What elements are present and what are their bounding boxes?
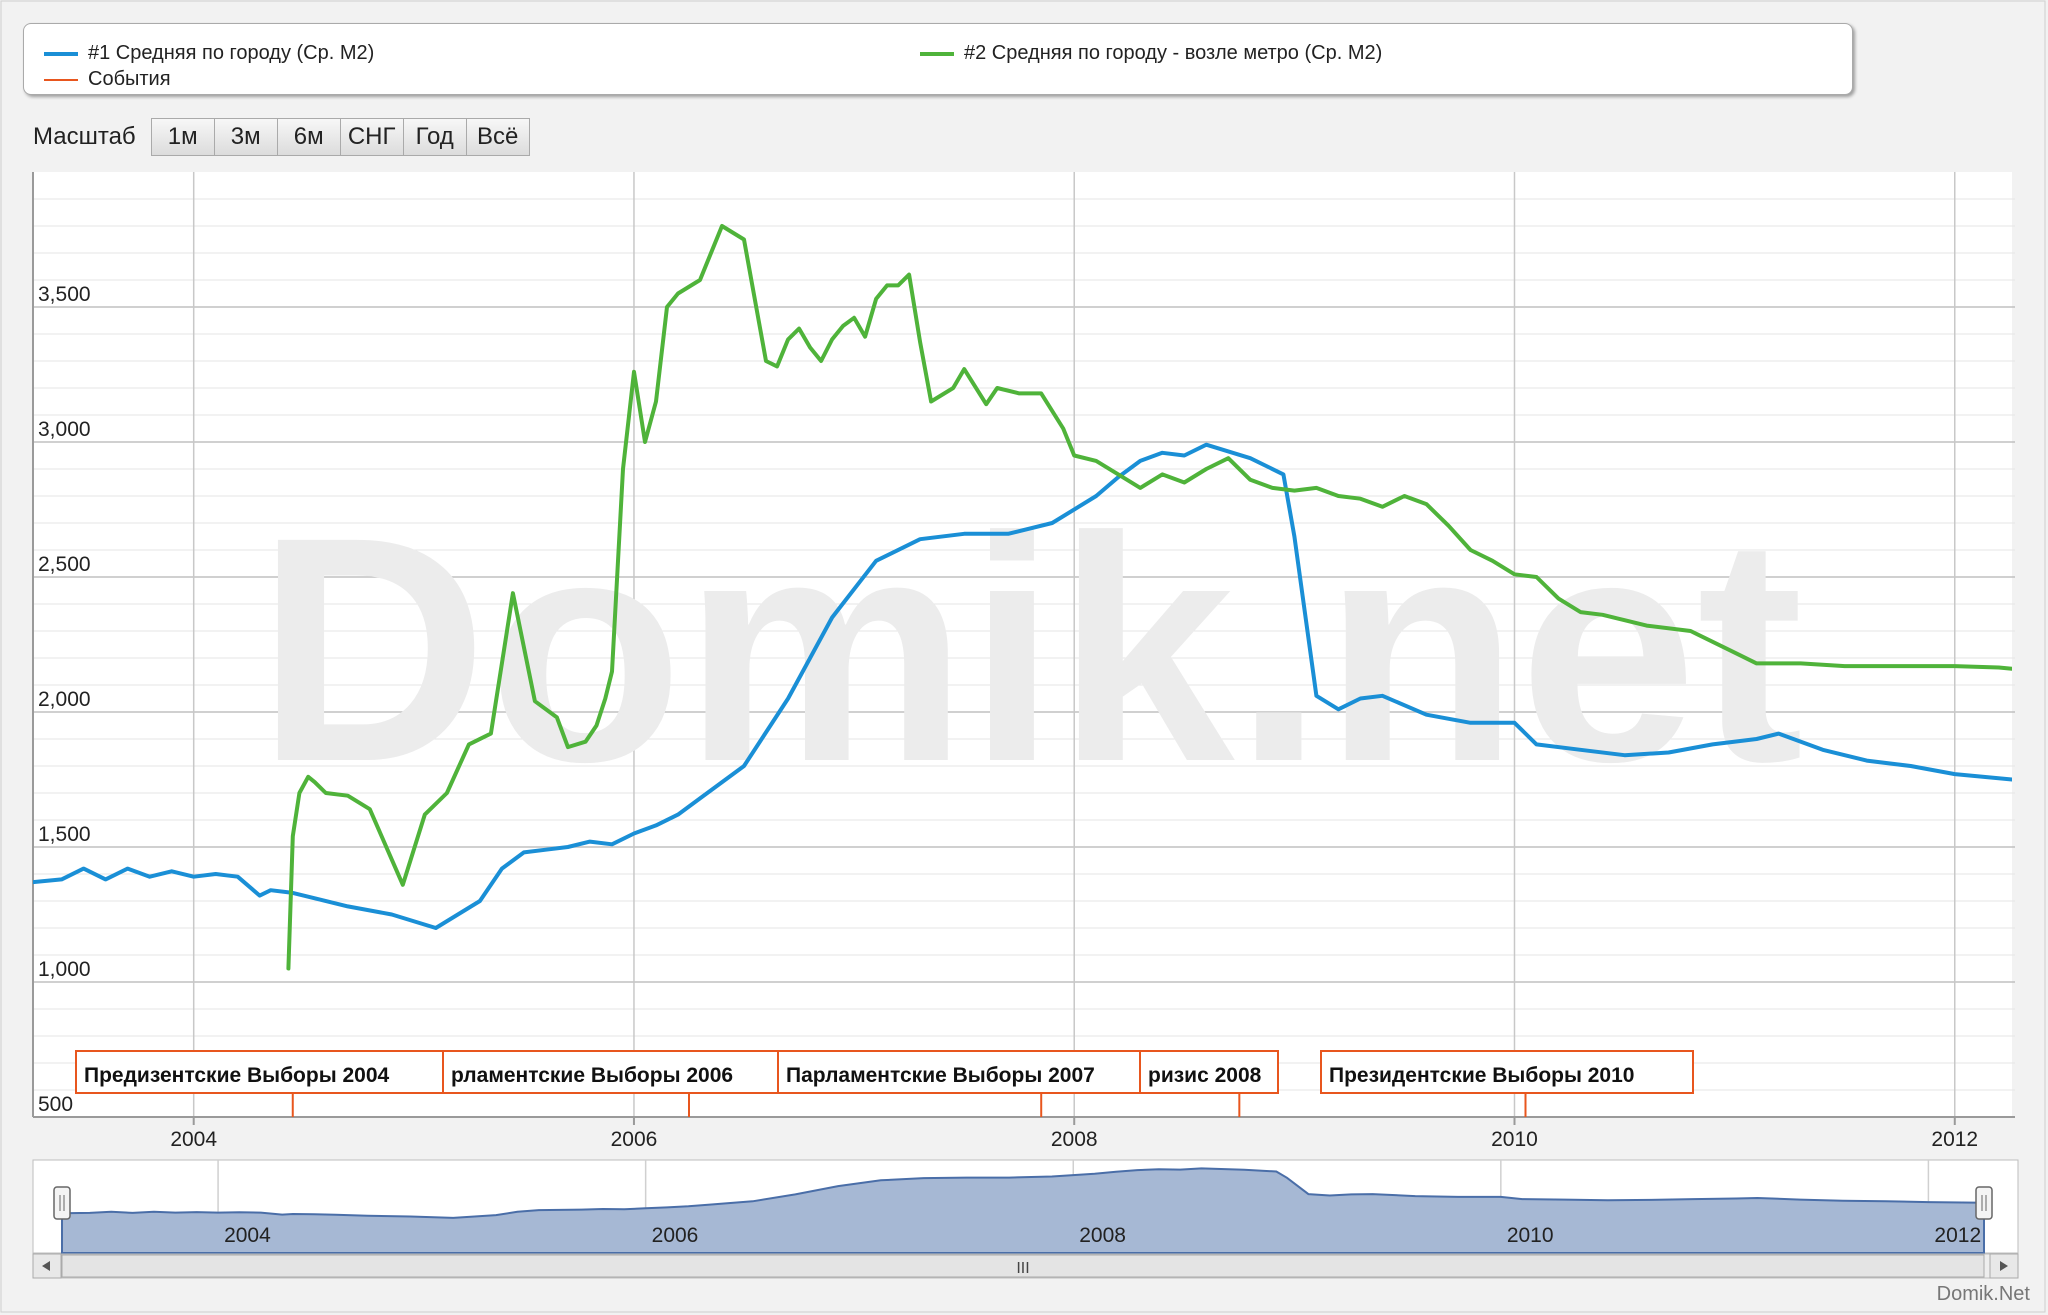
event-flag[interactable]: рламентские Выборы 2006 xyxy=(442,1050,784,1117)
zoom-ytd-button[interactable]: СНГ xyxy=(339,118,404,156)
event-flag-box xyxy=(777,1050,1147,1094)
event-flag[interactable]: Парламентские Выборы 2007 xyxy=(777,1050,1147,1117)
event-flag[interactable]: Президентские Выборы 2010 xyxy=(1320,1050,1694,1117)
zoom-label: Масштаб xyxy=(33,123,136,150)
zoom-6m-button[interactable]: 6м xyxy=(276,118,341,156)
event-flag-label: Предизентские Выборы 2004 xyxy=(84,1064,390,1087)
navigator-year-label: 2004 xyxy=(224,1224,271,1247)
scrollbar-grip: III xyxy=(1016,1260,1029,1277)
navigator-area xyxy=(61,1167,1985,1254)
y-tick-label: 500 xyxy=(38,1093,73,1116)
y-tick-label: 2,500 xyxy=(38,553,91,576)
zoom-1m-button[interactable]: 1м xyxy=(150,118,215,156)
y-tick-label: 1,000 xyxy=(38,958,91,981)
series-line-city-average xyxy=(33,442,2012,930)
navigator-year-label: 2012 xyxy=(1934,1224,1981,1247)
navigator-year-label: 2008 xyxy=(1079,1224,1126,1247)
event-flag-box xyxy=(75,1050,449,1094)
legend-series1-label: #1 Средняя по городу (Ср. М2) xyxy=(88,42,375,64)
x-tick-label: 2012 xyxy=(1931,1128,1978,1151)
event-flag-box xyxy=(1139,1050,1279,1094)
x-tick-label: 2004 xyxy=(170,1128,217,1151)
x-tick-label: 2010 xyxy=(1491,1128,1538,1151)
y-tick-label: 1,500 xyxy=(38,823,91,846)
chevron-right-icon xyxy=(2000,1261,2008,1271)
navigator-year-label: 2006 xyxy=(652,1224,699,1247)
event-flag-label: Парламентские Выборы 2007 xyxy=(786,1064,1095,1087)
zoom-selector: Масштаб 1м 3м 6м СНГ Год Всё xyxy=(33,118,530,156)
scrollbar-thumb[interactable] xyxy=(61,1254,1985,1278)
y-tick-label: 3,000 xyxy=(38,418,91,441)
chevron-left-icon xyxy=(42,1261,50,1271)
x-tick-label: 2006 xyxy=(611,1128,658,1151)
series2-swatch xyxy=(920,51,954,56)
x-tick-label: 2008 xyxy=(1051,1128,1098,1151)
watermark: Domik.net xyxy=(257,470,1804,828)
event-flag-label: рламентские Выборы 2006 xyxy=(451,1064,733,1087)
y-tick-label: 3,500 xyxy=(38,283,91,306)
event-flag-label: Президентские Выборы 2010 xyxy=(1329,1064,1634,1087)
navigator-left-handle[interactable] xyxy=(53,1186,71,1220)
navigator-right-handle[interactable] xyxy=(1975,1186,1993,1220)
event-flag[interactable]: ризис 2008 xyxy=(1139,1050,1279,1117)
legend: #1 Средняя по городу (Ср. М2) #2 Средняя… xyxy=(23,23,1853,95)
legend-events-label: События xyxy=(88,68,171,90)
zoom-3m-button[interactable]: 3м xyxy=(213,118,278,156)
legend-item-series1[interactable]: #1 Средняя по городу (Ср. М2) xyxy=(44,42,374,65)
scroll-right-button[interactable] xyxy=(1989,1253,2019,1279)
events-swatch xyxy=(44,78,78,81)
event-flag-label: ризис 2008 xyxy=(1148,1064,1262,1087)
event-flag-box xyxy=(1320,1050,1694,1094)
legend-item-events[interactable]: События xyxy=(44,68,171,91)
plot-background xyxy=(33,172,2012,1117)
series1-swatch xyxy=(44,51,78,56)
event-flag[interactable]: Предизентские Выборы 2004 xyxy=(75,1050,449,1117)
navigator-year-label: 2010 xyxy=(1507,1224,1554,1247)
zoom-all-button[interactable]: Всё xyxy=(465,118,530,156)
y-tick-label: 2,000 xyxy=(38,688,91,711)
legend-item-series2[interactable]: #2 Средняя по городу - возле метро (Ср. … xyxy=(920,42,1382,65)
series-line-near-metro xyxy=(286,224,2012,971)
legend-series2-label: #2 Средняя по городу - возле метро (Ср. … xyxy=(964,42,1383,64)
event-flag-box xyxy=(442,1050,784,1094)
site-credit[interactable]: Domik.Net xyxy=(1936,1283,2030,1305)
zoom-1y-button[interactable]: Год xyxy=(402,118,467,156)
